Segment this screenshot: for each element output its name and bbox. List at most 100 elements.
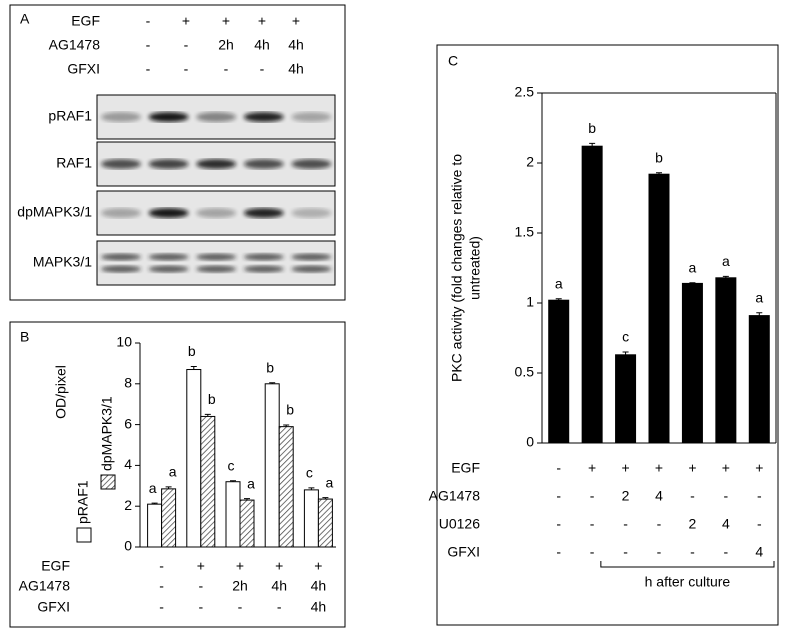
blot-label: dpMAPK3/1 xyxy=(17,204,92,220)
bar xyxy=(161,488,177,548)
treatment-label: EGF xyxy=(71,13,100,29)
y-axis-label: untreated) xyxy=(467,236,483,300)
treatment-value: - xyxy=(724,488,729,504)
y-tick-label: 0 xyxy=(526,434,534,450)
treatment-label: GFXI xyxy=(37,599,70,615)
blot-band xyxy=(291,265,332,273)
bar xyxy=(200,415,216,548)
treatment-value: 2h xyxy=(232,578,248,594)
bar xyxy=(186,369,202,548)
error-bar xyxy=(722,275,729,278)
y-tick-label: 1.5 xyxy=(515,224,535,240)
treatment-value: - xyxy=(556,488,561,504)
y-axis-label: OD/pixel xyxy=(53,365,69,419)
treatment-label: EGF xyxy=(451,460,480,476)
bar xyxy=(681,282,703,444)
bar xyxy=(715,277,737,444)
significance-letter: c xyxy=(306,465,313,481)
bar xyxy=(317,498,333,548)
treatment-value: 4 xyxy=(755,544,763,560)
blot-band xyxy=(148,253,189,261)
treatment-label: AG1478 xyxy=(429,488,481,504)
blot-band xyxy=(243,265,284,273)
y-tick-label: 1 xyxy=(526,294,534,310)
treatment-value: + xyxy=(292,13,300,29)
bar xyxy=(278,426,294,548)
error-bar xyxy=(308,487,315,490)
treatment-value: + xyxy=(588,460,596,476)
treatment-value: - xyxy=(159,558,164,574)
error-bar xyxy=(204,413,211,417)
blot-band xyxy=(291,159,332,169)
y-tick-label: 6 xyxy=(124,415,132,431)
treatment-value: - xyxy=(657,544,662,560)
treatment-value: - xyxy=(690,488,695,504)
treatment-value: - xyxy=(623,544,628,560)
treatment-value: - xyxy=(657,516,662,532)
treatment-value: 4h xyxy=(311,599,327,615)
treatment-value: + xyxy=(621,460,629,476)
y-tick-label: 2 xyxy=(526,154,534,170)
blot-band xyxy=(148,112,189,122)
legend-label: dpMAPK3/1 xyxy=(99,396,115,471)
y-tick-label: 2.5 xyxy=(515,84,535,100)
error-bar xyxy=(283,424,290,427)
treatment-value: - xyxy=(260,61,265,77)
treatment-label: AG1478 xyxy=(19,578,71,594)
significance-letter: c xyxy=(228,457,235,473)
treatment-value: - xyxy=(724,544,729,560)
blot-band xyxy=(196,253,237,261)
error-bar xyxy=(190,365,197,370)
error-bar xyxy=(589,142,596,147)
blot-band xyxy=(101,112,141,122)
y-tick-label: 8 xyxy=(124,375,132,391)
blot-band xyxy=(291,253,332,261)
blot-band xyxy=(101,159,141,169)
treatment-value: - xyxy=(556,544,561,560)
blot-band xyxy=(196,112,237,122)
significance-letter: b xyxy=(208,391,216,407)
treatment-value: - xyxy=(159,599,164,615)
blot xyxy=(96,240,336,286)
panel-c-frame xyxy=(436,44,779,626)
blot-band xyxy=(243,208,284,218)
treatment-value: - xyxy=(224,61,229,77)
treatment-label: AG1478 xyxy=(49,37,101,53)
treatment-value: + xyxy=(755,460,763,476)
bar xyxy=(748,315,770,444)
bar xyxy=(548,299,570,444)
error-bar xyxy=(165,486,172,489)
bar xyxy=(581,145,603,444)
blot-band xyxy=(101,208,141,218)
treatment-value: - xyxy=(184,61,189,77)
treatment-value: - xyxy=(146,13,151,29)
treatment-value: - xyxy=(757,516,762,532)
blot-band xyxy=(148,265,189,273)
blot-label: MAPK3/1 xyxy=(33,254,92,270)
treatment-value: - xyxy=(184,37,189,53)
blot-band xyxy=(243,112,284,122)
error-bar xyxy=(622,351,629,355)
y-axis-label: PKC activity (fold changes relative to xyxy=(449,154,465,382)
treatment-value: - xyxy=(238,599,243,615)
bracket xyxy=(600,561,775,568)
y-tick-label: 0 xyxy=(124,538,132,554)
blot-band xyxy=(291,112,332,122)
significance-letter: b xyxy=(188,343,196,359)
panel-a-frame xyxy=(9,4,346,301)
blot-band xyxy=(148,208,189,218)
significance-letter: a xyxy=(555,276,563,292)
bar xyxy=(615,354,637,444)
y-tick-label: 0.5 xyxy=(515,364,535,380)
treatment-value: - xyxy=(590,544,595,560)
y-tick-label: 2 xyxy=(124,497,132,513)
significance-letter: b xyxy=(655,150,663,166)
blot-band xyxy=(243,159,284,169)
blot-band xyxy=(196,265,237,273)
blot-band xyxy=(196,159,237,169)
treatment-value: - xyxy=(590,516,595,532)
panel-b-frame xyxy=(9,321,346,628)
treatment-value: - xyxy=(277,599,282,615)
treatment-value: 4h xyxy=(288,61,304,77)
